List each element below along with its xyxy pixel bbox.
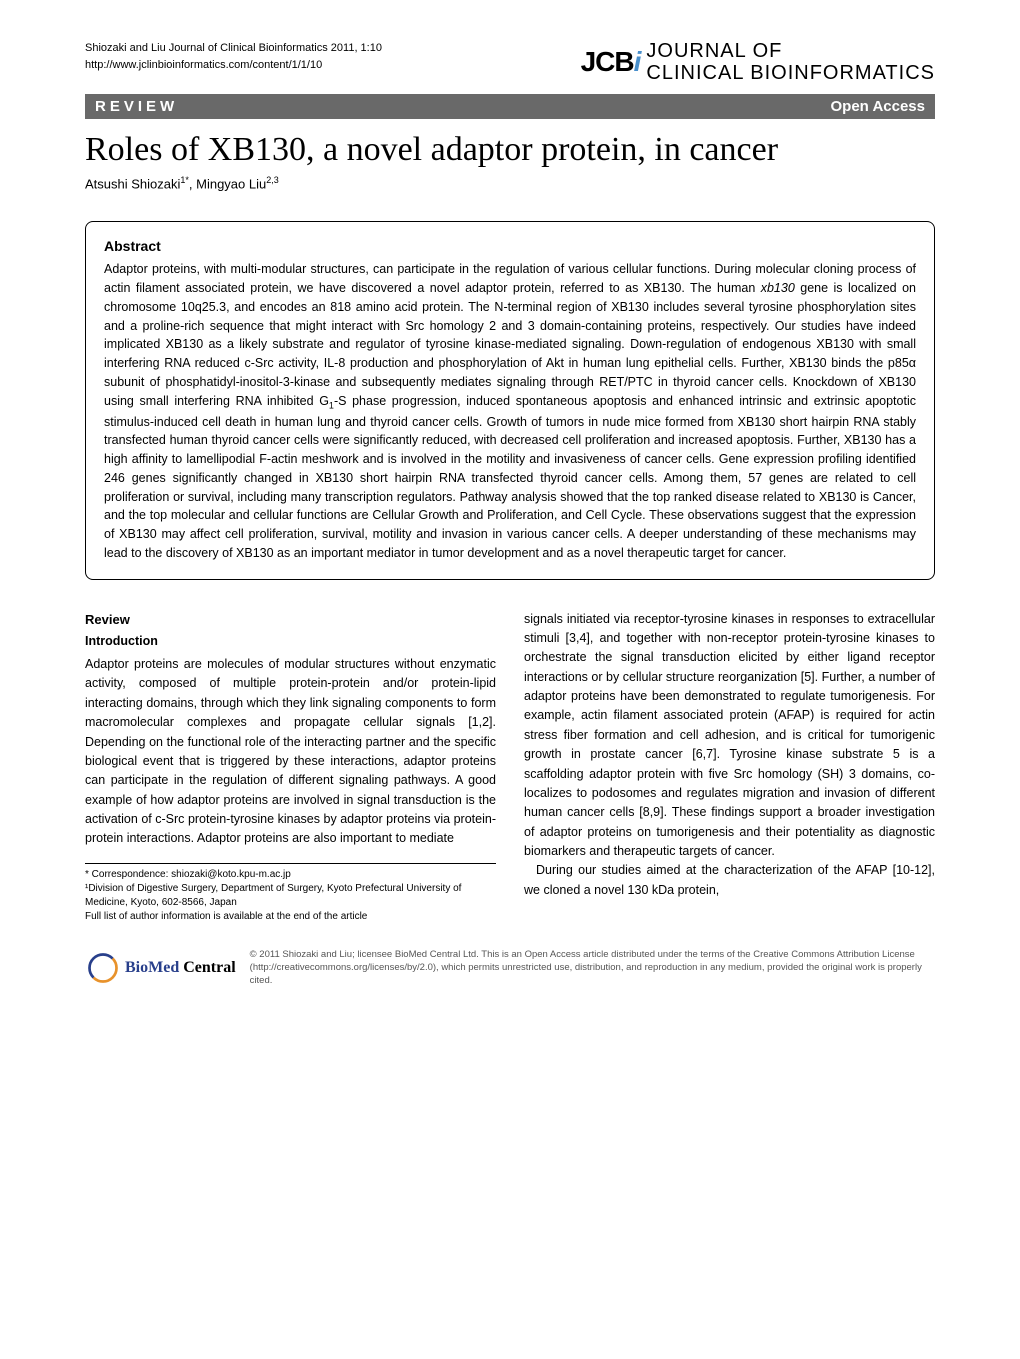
journal-name-line2: CLINICAL BIOINFORMATICS [646,62,935,84]
review-bar: REVIEW Open Access [85,94,935,119]
column-left: Review Introduction Adaptor proteins are… [85,610,496,924]
bmc-ring-icon [85,950,121,986]
article-title: Roles of XB130, a novel adaptor protein,… [85,131,935,169]
col2-paragraph-1: signals initiated via receptor-tyrosine … [524,610,935,862]
correspondence-label: * Correspondence: [85,869,171,880]
correspondence-line: * Correspondence: shiozaki@koto.kpu-m.ac… [85,868,496,882]
citation-text: Shiozaki and Liu Journal of Clinical Bio… [85,40,382,57]
abstract-box: Abstract Adaptor proteins, with multi-mo… [85,221,935,579]
jcb-logo: JCBi JOURNAL OF CLINICAL BIOINFORMATICS [581,40,935,84]
footer: BioMed Central © 2011 Shiozaki and Liu; … [85,948,935,988]
citation-block: Shiozaki and Liu Journal of Clinical Bio… [85,40,382,73]
page-header: Shiozaki and Liu Journal of Clinical Bio… [85,40,935,84]
journal-name: JOURNAL OF CLINICAL BIOINFORMATICS [646,40,935,84]
jcb-mark: JCBi [581,46,641,78]
jcb-mark-prefix: JCB [581,46,634,77]
column-right: signals initiated via receptor-tyrosine … [524,610,935,924]
authors-line: Atsushi Shiozaki1*, Mingyao Liu2,3 [85,175,935,191]
page-container: Shiozaki and Liu Journal of Clinical Bio… [0,0,1020,1018]
abstract-heading: Abstract [104,238,916,254]
intro-heading: Introduction [85,632,496,651]
col2-paragraph-2: During our studies aimed at the characte… [524,861,935,900]
biomedcentral-logo: BioMed Central [85,950,236,986]
correspondence-email[interactable]: shiozaki@koto.kpu-m.ac.jp [171,869,291,880]
bmc-text: BioMed Central [125,957,236,979]
bmc-bio: BioMed [125,959,179,976]
review-label: REVIEW [95,98,178,115]
body-columns: Review Introduction Adaptor proteins are… [85,610,935,924]
citation-url[interactable]: http://www.jclinbioinformatics.com/conte… [85,57,382,74]
bmc-central: Central [179,959,235,976]
journal-name-line1: JOURNAL OF [646,40,935,62]
jcb-mark-suffix: i [634,46,641,77]
intro-paragraph: Adaptor proteins are molecules of modula… [85,655,496,849]
review-heading: Review [85,610,496,630]
copyright-text: © 2011 Shiozaki and Liu; licensee BioMed… [250,948,935,988]
abstract-text: Adaptor proteins, with multi-modular str… [104,260,916,562]
affiliation-line: ¹Division of Digestive Surgery, Departme… [85,882,496,910]
footnotes: * Correspondence: shiozaki@koto.kpu-m.ac… [85,863,496,924]
journal-logo-block: JCBi JOURNAL OF CLINICAL BIOINFORMATICS [581,40,935,84]
full-list-line: Full list of author information is avail… [85,910,496,924]
open-access-label: Open Access [831,98,926,115]
